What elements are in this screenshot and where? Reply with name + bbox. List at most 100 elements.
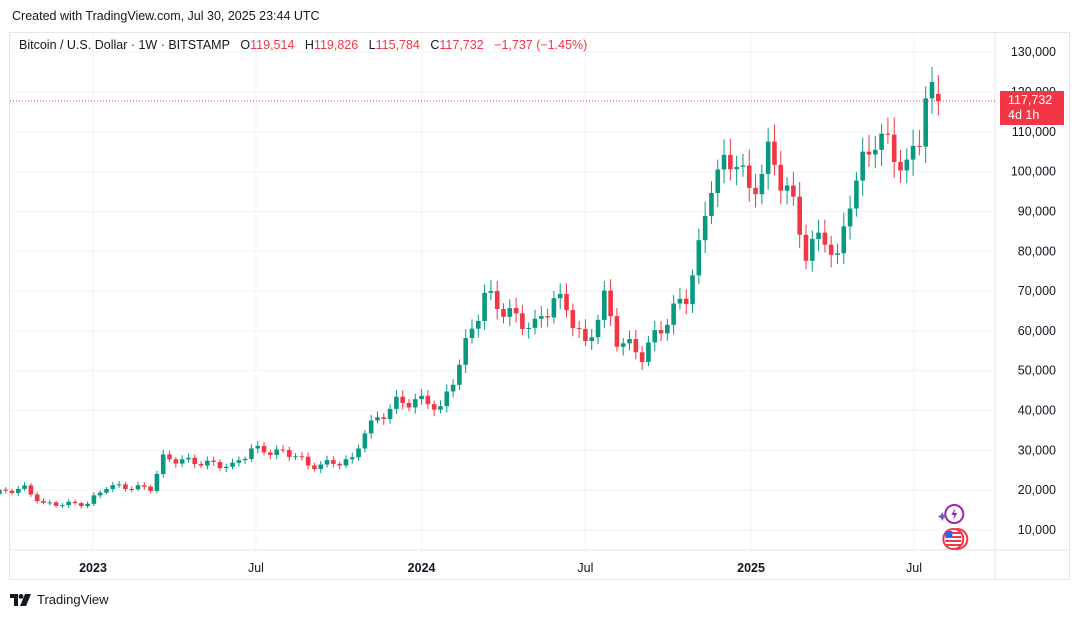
candle-body [803,234,809,261]
y-tick-label: 20,000 [1018,483,1056,497]
candle [627,330,632,351]
candle-body [728,154,733,170]
candle-body [627,339,632,344]
candle [690,269,695,314]
candle-body [91,495,97,504]
candle-body [9,490,15,493]
candle-body [293,456,298,458]
candle [142,482,147,490]
candle-body [507,308,513,317]
candle [791,171,796,207]
candle-body [280,449,286,451]
candle [646,336,651,367]
candle [337,461,342,470]
candle [129,486,135,493]
candle [205,456,210,470]
candle-body [274,449,279,455]
candle [822,219,828,253]
candle [41,498,46,505]
candle-body [217,462,223,469]
high-value: 119,826 [313,38,359,52]
candle-body [28,485,34,495]
candle [589,328,595,351]
candle [312,462,317,472]
candle [570,303,576,337]
candle-body [879,133,884,150]
candle-body [15,488,21,493]
candle [438,400,443,414]
candle-body [34,494,40,502]
candle [564,283,569,318]
candle-body [72,501,78,504]
candle-body [3,489,8,491]
y-tick-label: 80,000 [1018,244,1056,258]
candle [324,455,330,468]
chart-frame [9,32,1070,580]
candle-body [331,460,336,464]
candle [475,314,481,338]
candle [671,295,676,335]
candle [539,306,544,328]
x-tick-label: 2023 [79,561,107,575]
top-bar: Created with TradingView.com, Jul 30, 20… [0,0,1080,32]
candle-body [488,291,494,293]
candle [734,155,739,186]
candle-body [923,98,929,147]
candle-body [633,339,639,353]
candle [904,148,910,184]
candle-body [866,151,872,155]
candle [753,173,758,208]
brand-name: TradingView [37,592,109,607]
candle [614,307,620,352]
candle [34,492,40,504]
candle-body [381,417,387,420]
candle [167,450,172,462]
candle-body [475,320,481,329]
candle-body [463,338,468,365]
candle-body [375,417,380,421]
candle-body [734,166,739,170]
candle [576,320,582,338]
candle [828,236,834,268]
y-tick-label: 30,000 [1018,443,1056,457]
candle [148,484,153,494]
candle-body [318,464,324,470]
candle [608,279,613,326]
candle [368,414,374,439]
candle [520,304,525,336]
candle [261,441,267,456]
x-tick-label: Jul [577,561,593,575]
y-tick-label: 60,000 [1018,324,1056,338]
candle-body [702,215,708,241]
candle-body [583,328,588,342]
candle [854,171,859,217]
footer-brand[interactable]: TradingView [10,592,109,607]
candle [765,127,771,190]
candle [274,445,279,460]
close-value: 117,732 [439,38,484,52]
candle-body [545,316,550,318]
candle [494,280,500,320]
candle-body [891,134,897,162]
candles-layer [0,66,941,509]
candle-body [394,396,399,409]
candle [652,320,658,352]
candle-body [387,408,393,420]
candle-body [412,399,418,408]
y-tick-label: 110,000 [1012,125,1056,139]
candle-body [828,244,834,255]
candle-body [564,293,569,311]
candle [72,499,78,505]
x-tick-label: 2024 [408,561,436,575]
candle-body [885,133,891,135]
candle [532,309,538,335]
candle [551,290,557,324]
candle-body [639,352,645,362]
candle-body [665,324,670,334]
candle-body [60,505,65,507]
candle [47,499,53,506]
candle [349,452,355,464]
candle [400,390,405,410]
candle [816,219,821,252]
